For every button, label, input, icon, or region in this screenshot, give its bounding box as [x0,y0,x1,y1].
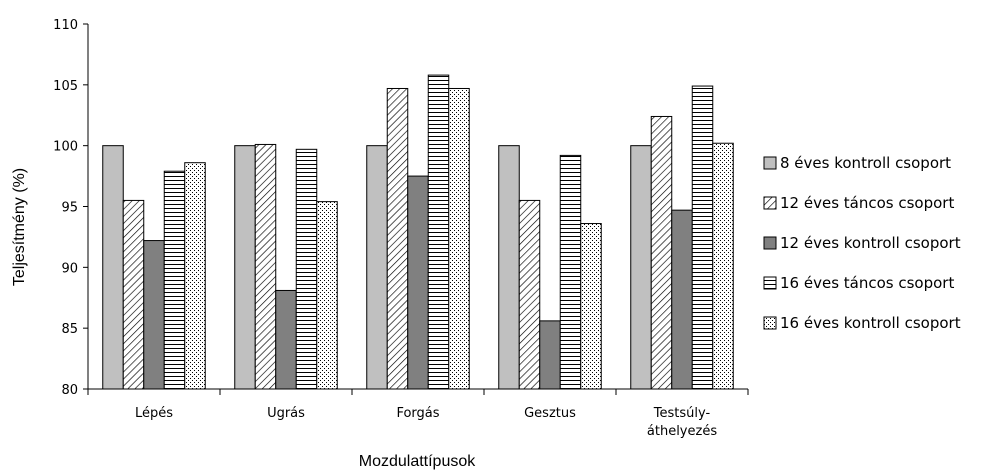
bar-5-4 [580,223,602,390]
legend-label: 8 éves kontroll csoport [780,154,951,172]
legend-label: 16 éves kontroll csoport [780,314,961,332]
bar-2-1 [122,199,145,390]
y-axis-title: Teljesítmény (%) [11,168,28,286]
legend-swatch [763,276,777,290]
x-category-label: Gesztus [524,406,576,421]
legend-swatch [763,196,777,210]
legend-swatch [763,316,777,330]
legend-label: 16 éves táncos csoport [780,274,954,292]
x-category-label: Forgás [396,406,439,421]
bar-4-4 [559,154,582,390]
x-category-label: Ugrás [267,406,305,421]
y-tick-label: 110 [53,18,78,33]
bar-2-3 [386,87,409,390]
bar-2-4 [518,199,541,390]
bar-2-5 [650,115,673,390]
bar-3-5 [671,209,693,390]
legend-label: 12 éves kontroll csoport [780,234,961,252]
legend-label: 12 éves táncos csoport [780,194,954,212]
bar-4-1 [163,170,186,390]
bar-4-3 [427,74,450,390]
bar-5-3 [448,87,470,390]
x-axis: Lépés Ugrás Forgás Gesztus Testsúly-áthelyez… [87,388,749,439]
bar-4-2 [295,148,318,390]
bar-4-5 [691,85,714,390]
legend-swatch [763,236,777,250]
legend-swatch [763,156,777,170]
x-category-label: Lépés [135,406,173,421]
y-tick-label: 95 [61,201,78,216]
bar-5-2 [316,201,338,390]
y-tick-label: 90 [61,261,78,276]
bar-5-1 [184,162,206,390]
bar-1-2 [234,145,256,390]
legend: 8 éves kontroll csoport 12 éves táncos cs… [763,154,961,332]
plot-area [102,74,734,390]
bar-1-1 [102,145,124,390]
y-axis: 80 85 90 95 100 105 110 [53,18,89,398]
x-category-label: áthelyezés [647,424,717,439]
bar-1-5 [630,145,652,390]
x-category-label: Testsúly- [653,406,711,421]
bar-3-1 [143,240,165,390]
y-tick-label: 80 [61,383,78,398]
y-tick-label: 105 [53,79,78,94]
x-axis-title: Mozdulattípusok [359,453,477,470]
bar-2-2 [254,143,277,390]
bar-3-3 [407,175,429,390]
y-tick-label: 100 [53,140,78,155]
bar-3-2 [275,289,297,390]
bar-1-3 [366,145,388,390]
bar-3-4 [539,320,561,390]
bar-1-4 [498,145,520,390]
bar-5-5 [712,142,734,390]
y-tick-label: 85 [61,322,78,337]
